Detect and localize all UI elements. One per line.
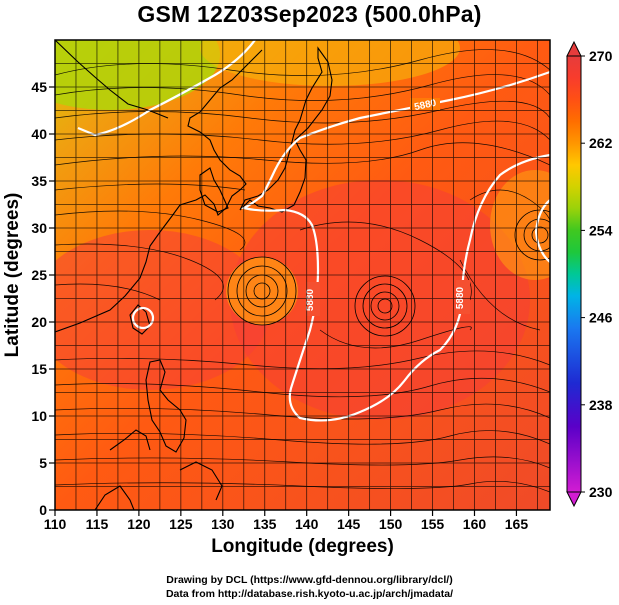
colorbar: 230 238 246 254 262 270	[566, 40, 613, 508]
x-tick-label: 165	[505, 516, 529, 532]
colorbar-tick-label: 238	[589, 397, 613, 413]
y-tick-label: 15	[31, 361, 47, 377]
x-axis-label: Longitude (degrees)	[211, 536, 394, 557]
warm-core-east	[490, 170, 550, 280]
y-tick-label: 0	[39, 502, 47, 518]
colorbar-min-arrow	[566, 491, 582, 508]
y-tick-label: 45	[31, 79, 47, 95]
y-tick-label: 25	[31, 267, 47, 283]
y-tick-label: 10	[31, 408, 47, 424]
colorbar-max-arrow	[566, 40, 582, 57]
x-tick-label: 135	[253, 516, 277, 532]
cold-region-northwest	[55, 40, 220, 110]
x-tick-label: 155	[421, 516, 445, 532]
coastlines	[55, 40, 333, 510]
drawing-credit: Drawing by DCL (https://www.gfd-dennou.o…	[166, 574, 453, 586]
x-tick-label: 130	[211, 516, 235, 532]
colorbar-tick-label: 270	[589, 48, 613, 64]
y-tick-label: 40	[31, 126, 47, 142]
contour-label: 5880	[413, 98, 437, 113]
x-tick-label: 140	[295, 516, 319, 532]
contour-label: 5880	[455, 286, 466, 309]
x-tick-label: 110	[44, 516, 67, 532]
contour-label: 5880	[305, 288, 316, 311]
y-tick-label: 20	[31, 314, 47, 330]
x-tick-label: 115	[86, 516, 109, 532]
data-credit: Data from http://database.rish.kyoto-u.a…	[165, 588, 454, 600]
grid-lines	[55, 40, 550, 510]
x-axis-ticks: 110 115 120 125 130 135 140 145 150 155 160 165	[44, 510, 529, 532]
x-tick-label: 160	[463, 516, 487, 532]
colorbar-scale	[566, 55, 582, 493]
x-tick-label: 120	[127, 516, 151, 532]
vortex-east	[514, 209, 550, 261]
contour-label-bg-3	[456, 280, 470, 314]
y-tick-label: 30	[31, 220, 47, 236]
x-tick-label: 145	[337, 516, 361, 532]
warm-region-center	[230, 180, 530, 420]
x-tick-label: 150	[379, 516, 403, 532]
y-tick-label: 5	[39, 455, 47, 471]
warm-region-west	[55, 230, 270, 390]
contour-label-bg-2	[306, 282, 320, 316]
y-axis-ticks: 0 5 10 15 20 25 30 35 40 45	[31, 79, 55, 518]
y-tick-label: 35	[31, 173, 47, 189]
colorbar-tick-label: 254	[589, 222, 613, 238]
colorbar-tick-label: 230	[589, 484, 613, 500]
vortex-150	[354, 275, 416, 337]
colorbar-tick-label: 246	[589, 310, 613, 326]
y-axis-label: Latitude (degrees)	[2, 192, 23, 358]
colorbar-tick-label: 262	[589, 135, 613, 151]
chart-title: GSM 12Z03Sep2023 (500.0hPa)	[137, 1, 482, 27]
x-tick-label: 125	[169, 516, 193, 532]
map-plot: 5880 5880 5880 110 115 120 125 130 135 140 145 1…	[31, 39, 613, 532]
